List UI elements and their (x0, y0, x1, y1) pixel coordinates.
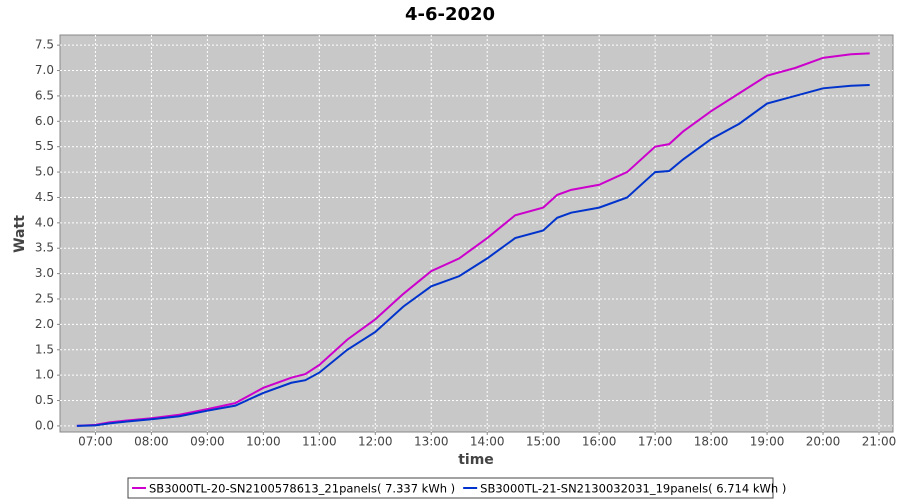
x-tick-label: 17:00 (638, 435, 673, 449)
x-tick-label: 07:00 (78, 435, 113, 449)
x-tick-label: 12:00 (358, 435, 393, 449)
line (76, 52, 870, 427)
y-tick-label: 4.5 (35, 190, 54, 204)
x-axis-label: time (458, 452, 494, 468)
x-tick-label: 13:00 (414, 435, 449, 449)
y-tick-label: 0.0 (35, 418, 54, 432)
x-tick-label: 10:00 (246, 435, 281, 449)
x-tick-label: 11:00 (302, 435, 337, 449)
y-tick-label: 7.5 (35, 38, 54, 52)
x-tick-label: 09:00 (190, 435, 225, 449)
y-tick-label: 3.0 (35, 266, 54, 280)
y-tick-label: 2.5 (35, 291, 54, 305)
y-tick-label: 7.0 (35, 63, 54, 77)
y-tick-label: 2.0 (35, 317, 54, 331)
legend-label: SB3000TL-20-SN2100578613_21panels( 7.337… (149, 482, 455, 496)
legend-label: SB3000TL-21-SN2130032031_19panels( 6.714… (480, 482, 786, 496)
x-tick-label: 15:00 (526, 435, 561, 449)
y-tick-label: 0.5 (35, 393, 54, 407)
y-axis-label: Watt (12, 215, 28, 253)
y-tick-label: 1.0 (35, 368, 54, 382)
plot-area (59, 34, 894, 433)
x-tick-label: 21:00 (862, 435, 897, 449)
y-tick-label: 6.5 (35, 88, 54, 102)
x-tick-label: 18:00 (694, 435, 729, 449)
x-tick-label: 14:00 (470, 435, 505, 449)
legend (127, 477, 774, 499)
line (76, 84, 870, 427)
x-tick-label: 20:00 (806, 435, 841, 449)
x-tick-label: 08:00 (134, 435, 169, 449)
x-tick-label: 16:00 (582, 435, 617, 449)
chart-title: 4-6-2020 (405, 4, 495, 25)
y-tick-label: 3.5 (35, 241, 54, 255)
y-tick-label: 6.0 (35, 114, 54, 128)
x-tick-label: 19:00 (750, 435, 785, 449)
y-tick-label: 5.0 (35, 165, 54, 179)
y-tick-label: 4.0 (35, 215, 54, 229)
y-tick-label: 1.5 (35, 342, 54, 356)
y-tick-label: 5.5 (35, 139, 54, 153)
